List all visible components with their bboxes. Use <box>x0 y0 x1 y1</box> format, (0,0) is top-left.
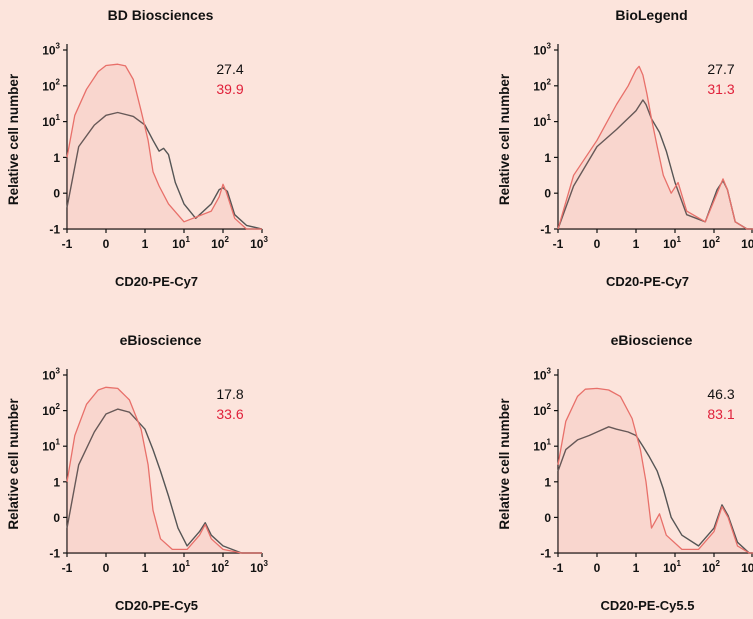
series-red-fill <box>558 388 753 553</box>
x-tick-label: 102 <box>702 559 720 575</box>
y-axis-label: Relative cell number <box>497 73 512 205</box>
y-tick-label: 101 <box>42 438 60 454</box>
x-tick-label: 1 <box>633 237 640 251</box>
y-axis-label: Relative cell number <box>6 398 21 530</box>
y-tick-label: 103 <box>42 42 60 58</box>
y-tick-label: 103 <box>42 367 60 383</box>
series-red-line <box>66 386 262 554</box>
y-tick-label: 0 <box>53 511 60 525</box>
y-tick-label: 102 <box>42 402 60 418</box>
x-tick-label: 0 <box>594 561 601 575</box>
series-red-fill <box>67 387 262 553</box>
series-dark-line <box>66 408 262 554</box>
series-red-line <box>557 65 753 230</box>
y-tick-label: 1 <box>53 475 60 489</box>
x-tick-label: -1 <box>62 237 73 251</box>
x-tick-label: 101 <box>172 559 190 575</box>
x-tick-label: 103 <box>741 235 753 251</box>
series-red-line <box>66 63 262 230</box>
x-tick-label: 1 <box>142 561 149 575</box>
stat-value-dark: 27.7 <box>707 61 734 77</box>
x-tick-label: 101 <box>663 235 681 251</box>
series-red-fill <box>67 64 262 229</box>
x-tick-label: 101 <box>663 559 681 575</box>
x-tick-label: 103 <box>250 235 268 251</box>
x-tick-label: 101 <box>172 235 190 251</box>
panel-title: eBioscience <box>120 332 202 348</box>
series-dark-line <box>557 426 753 554</box>
histogram-panel-1: BD Biosciences Relative cell number CD20-P… <box>6 7 268 289</box>
series-red-line <box>557 387 753 554</box>
x-tick-label: -1 <box>553 561 564 575</box>
y-tick-label: 101 <box>533 113 551 129</box>
y-tick-label: 1 <box>544 151 551 165</box>
panel-title: BD Biosciences <box>108 7 214 23</box>
series-red-fill <box>558 66 753 229</box>
x-tick-label: 102 <box>211 559 229 575</box>
stat-value-red: 31.3 <box>707 81 734 97</box>
y-tick-label: 103 <box>533 42 551 58</box>
histogram-panel-3: eBioscience Relative cell number CD20-PE-C… <box>6 332 268 613</box>
y-tick-label: -1 <box>49 547 60 561</box>
stat-value-red: 39.9 <box>216 81 243 97</box>
y-tick-label: 102 <box>42 77 60 93</box>
stat-value-dark: 46.3 <box>707 386 734 402</box>
y-tick-label: 101 <box>533 438 551 454</box>
y-tick-label: -1 <box>540 223 551 237</box>
stat-value-dark: 27.4 <box>216 61 243 77</box>
stat-value-red: 83.1 <box>707 406 734 422</box>
y-tick-label: 101 <box>42 113 60 129</box>
x-axis-label: CD20-PE-Cy7 <box>115 274 198 289</box>
stat-value-dark: 17.8 <box>216 386 243 402</box>
histogram-panel-2: BioLegend Relative cell number CD20-PE-Cy7… <box>497 7 753 289</box>
x-tick-label: 0 <box>103 561 110 575</box>
y-tick-label: -1 <box>540 547 551 561</box>
stat-value-red: 33.6 <box>216 406 243 422</box>
y-tick-label: 0 <box>544 187 551 201</box>
panel-title: BioLegend <box>615 7 687 23</box>
y-tick-label: 0 <box>53 187 60 201</box>
y-tick-label: 1 <box>544 475 551 489</box>
y-tick-label: 102 <box>533 77 551 93</box>
x-axis-label: CD20-PE-Cy5.5 <box>601 598 695 613</box>
x-tick-label: 1 <box>142 237 149 251</box>
x-tick-label: 103 <box>250 559 268 575</box>
x-tick-label: 103 <box>741 559 753 575</box>
y-tick-label: 1 <box>53 151 60 165</box>
y-tick-label: 102 <box>533 402 551 418</box>
y-tick-label: -1 <box>49 223 60 237</box>
y-axis-label: Relative cell number <box>497 398 512 530</box>
histogram-panel-4: eBioscience Relative cell number CD20-PE-C… <box>497 332 753 613</box>
x-tick-label: 0 <box>103 237 110 251</box>
x-tick-label: 102 <box>702 235 720 251</box>
x-axis-label: CD20-PE-Cy7 <box>606 274 689 289</box>
x-tick-label: -1 <box>553 237 564 251</box>
x-tick-label: -1 <box>62 561 73 575</box>
x-tick-label: 0 <box>594 237 601 251</box>
x-tick-label: 102 <box>211 235 229 251</box>
panel-title: eBioscience <box>611 332 693 348</box>
y-tick-label: 103 <box>533 367 551 383</box>
x-axis-label: CD20-PE-Cy5 <box>115 598 198 613</box>
x-tick-label: 1 <box>633 561 640 575</box>
y-axis-label: Relative cell number <box>6 73 21 205</box>
y-tick-label: 0 <box>544 511 551 525</box>
